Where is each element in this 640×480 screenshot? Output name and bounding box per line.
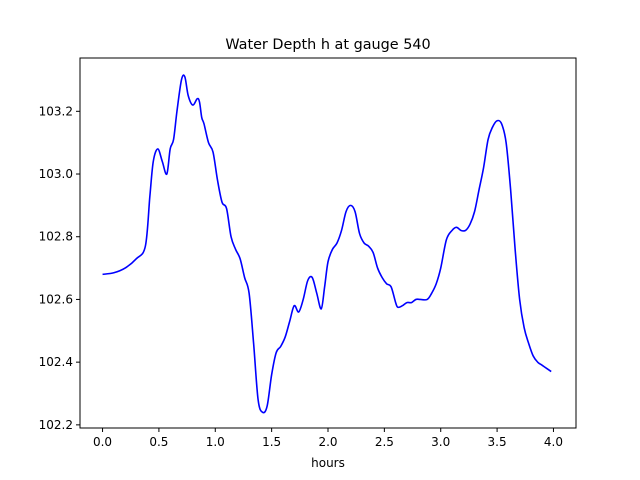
- x-tick-label: 2.0: [318, 435, 337, 449]
- y-tick-label: 102.4: [39, 355, 73, 369]
- x-tick-label: 0.0: [93, 435, 112, 449]
- x-tick-label: 1.0: [206, 435, 225, 449]
- x-tick-label: 2.5: [375, 435, 394, 449]
- series-line: [102, 74, 552, 414]
- x-tick-label: 3.0: [431, 435, 450, 449]
- y-tick-label: 102.6: [39, 292, 73, 306]
- y-axis-ticks: 102.2 102.4 102.6 102.8 103.0 103.2: [39, 104, 80, 432]
- x-tick-label: 4.0: [544, 435, 563, 449]
- x-axis-label: hours: [311, 456, 345, 470]
- x-tick-label: 3.5: [488, 435, 507, 449]
- x-tick-label: 1.5: [262, 435, 281, 449]
- x-axis-ticks: 0.0 0.5 1.0 1.5 2.0 2.5 3.0 3.5 4.0: [93, 428, 563, 449]
- chart-title: Water Depth h at gauge 540: [225, 37, 430, 53]
- y-tick-label: 102.2: [39, 418, 73, 432]
- x-tick-label: 0.5: [149, 435, 168, 449]
- series-layer: [102, 74, 552, 414]
- plot-area: [80, 58, 576, 428]
- y-tick-label: 103.2: [39, 104, 73, 118]
- y-tick-label: 102.8: [39, 230, 73, 244]
- y-tick-label: 103.0: [39, 167, 73, 181]
